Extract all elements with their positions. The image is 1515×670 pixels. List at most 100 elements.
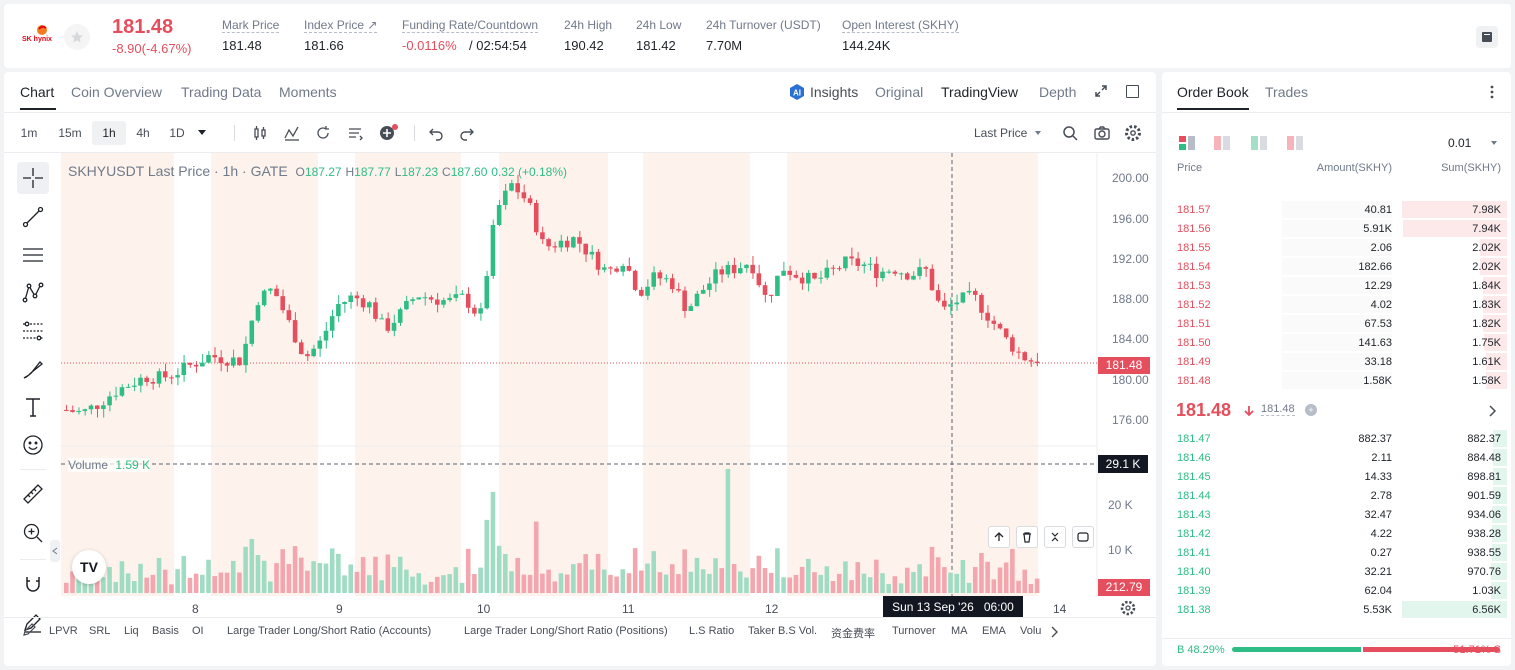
indicator-scroll-right-icon[interactable] [1050, 625, 1058, 643]
price-type-chevron-icon[interactable] [1035, 131, 1041, 135]
tab-original[interactable]: Original [875, 84, 924, 100]
open-interest-label[interactable]: Open Interest (SKHY) [842, 18, 959, 33]
notebook-icon[interactable] [1476, 26, 1498, 48]
brush-tool-icon[interactable] [17, 353, 49, 385]
expand-icon[interactable] [1094, 84, 1108, 103]
settings-gear-icon[interactable] [1125, 125, 1141, 146]
replay-icon[interactable] [315, 125, 331, 146]
indicator-taker-bs-vol[interactable]: Taker B.S Vol. [748, 625, 818, 637]
indicator-ma[interactable]: MA [951, 625, 968, 637]
indicator-basis[interactable]: Basis [152, 625, 179, 637]
indicator-volume[interactable]: Volu [1020, 625, 1042, 637]
indicator-srl[interactable]: SRL [89, 625, 111, 637]
bid-row[interactable]: 181.41 0.27 938.55 [1162, 543, 1511, 562]
timeframe-1m[interactable]: 1m [20, 126, 38, 140]
ask-row[interactable]: 181.54 182.66 2.02K [1162, 257, 1511, 276]
more-options-icon[interactable] [1490, 84, 1494, 105]
undo-icon[interactable] [428, 125, 444, 146]
indicator-funding-rate[interactable]: 资金费率 [831, 628, 875, 640]
ask-row[interactable]: 181.55 2.06 2.02K [1162, 238, 1511, 257]
index-price-label[interactable]: Index Price ↗ [304, 18, 378, 33]
indicator-ls-ratio[interactable]: L.S Ratio [689, 625, 735, 637]
move-pane-up-icon[interactable] [988, 526, 1010, 548]
ai-insights-icon[interactable]: AI [788, 83, 806, 101]
book-layout-bids-icon[interactable] [1213, 135, 1231, 156]
bid-row[interactable]: 181.40 32.21 970.76 [1162, 562, 1511, 581]
tab-tradingview[interactable]: TradingView [941, 84, 1019, 100]
indicator-liq[interactable]: Liq [124, 625, 139, 637]
expand-arrow-icon[interactable] [1488, 404, 1497, 422]
bid-row[interactable]: 181.46 2.11 884.48 [1162, 448, 1511, 467]
bid-row[interactable]: 181.44 2.78 901.59 [1162, 486, 1511, 505]
favorite-star-icon[interactable] [64, 24, 90, 50]
crosshair-tool-icon[interactable] [17, 162, 49, 194]
price-type-select[interactable]: Last Price [974, 126, 1028, 140]
indicator-pencil-icon[interactable] [22, 623, 36, 642]
precision-select[interactable]: 0.01 [1448, 136, 1472, 150]
book-layout-both-icon[interactable] [1178, 135, 1196, 156]
bid-row[interactable]: 181.43 32.47 934.06 [1162, 505, 1511, 524]
text-tool-icon[interactable] [17, 391, 49, 423]
horizontal-lines-tool-icon[interactable] [17, 239, 49, 271]
trend-line-tool-icon[interactable] [17, 201, 49, 233]
fib-tool-icon[interactable] [17, 315, 49, 347]
ask-row[interactable]: 181.56 5.91K 7.94K [1162, 219, 1511, 238]
emoji-tool-icon[interactable] [17, 429, 49, 461]
bid-row[interactable]: 181.38 5.53K 6.56K [1162, 600, 1511, 619]
tab-moments[interactable]: Moments [279, 84, 337, 100]
ask-row[interactable]: 181.51 67.53 1.82K [1162, 314, 1511, 333]
window-icon[interactable] [1126, 85, 1139, 98]
mark-price-label[interactable]: Mark Price [222, 18, 280, 33]
timeframe-dropdown-icon[interactable] [198, 130, 206, 135]
layout-icon[interactable] [347, 125, 363, 146]
indicators-icon[interactable] [284, 125, 300, 146]
candle-type-icon[interactable] [252, 125, 268, 146]
indicator-lt-ratio-accounts[interactable]: Large Trader Long/Short Ratio (Accounts) [227, 625, 432, 637]
add-indicator-icon[interactable] [379, 124, 399, 147]
tab-order-book[interactable]: Order Book [1177, 84, 1249, 100]
timeframe-1h[interactable]: 1h [92, 121, 126, 145]
collapse-toolbar-icon[interactable] [50, 540, 60, 562]
tab-trading-data[interactable]: Trading Data [181, 84, 262, 100]
pattern-tool-icon[interactable] [17, 277, 49, 309]
indicator-oi[interactable]: OI [192, 625, 204, 637]
tab-trades[interactable]: Trades [1265, 84, 1309, 100]
tab-depth[interactable]: Depth [1039, 84, 1077, 100]
indicator-turnover[interactable]: Turnover [892, 625, 936, 637]
ask-row[interactable]: 181.50 141.63 1.75K [1162, 333, 1511, 352]
timeframe-1d[interactable]: 1D [169, 126, 185, 140]
zoom-tool-icon[interactable] [17, 517, 49, 549]
tab-chart[interactable]: Chart [20, 84, 55, 100]
precision-chevron-icon[interactable] [1491, 141, 1497, 145]
collapse-pane-icon[interactable] [1044, 526, 1066, 548]
ask-row[interactable]: 181.53 12.29 1.84K [1162, 276, 1511, 295]
maximize-pane-icon[interactable] [1072, 526, 1094, 548]
indicator-lt-ratio-positions[interactable]: Large Trader Long/Short Ratio (Positions… [464, 625, 668, 637]
bid-row[interactable]: 181.42 4.22 938.28 [1162, 524, 1511, 543]
indicator-lpvr[interactable]: LPVR [49, 625, 78, 637]
price-chart[interactable] [4, 72, 1156, 666]
funding-rate-label[interactable]: Funding Rate/Countdown [402, 18, 539, 33]
search-icon[interactable] [1062, 125, 1078, 146]
ask-row[interactable]: 181.52 4.02 1.83K [1162, 295, 1511, 314]
redo-icon[interactable] [459, 125, 475, 146]
mark-info-icon[interactable]: + [1305, 404, 1317, 416]
chart-settings-icon[interactable] [1120, 600, 1136, 621]
bid-row[interactable]: 181.47 882.37 882.37 [1162, 429, 1511, 448]
book-layout-asks-icon[interactable] [1250, 135, 1268, 156]
ruler-tool-icon[interactable] [17, 478, 49, 510]
bid-row[interactable]: 181.45 14.33 898.81 [1162, 467, 1511, 486]
timeframe-4h[interactable]: 4h [136, 126, 150, 140]
mid-mark-price[interactable]: 181.48 [1261, 403, 1295, 416]
magnet-tool-icon[interactable] [17, 568, 49, 600]
bid-row[interactable]: 181.39 62.04 1.03K [1162, 581, 1511, 600]
insights-button[interactable]: Insights [810, 84, 859, 100]
timeframe-15m[interactable]: 15m [58, 126, 82, 140]
delete-pane-icon[interactable] [1016, 526, 1038, 548]
ask-row[interactable]: 181.48 1.58K 1.58K [1162, 371, 1511, 390]
ask-row[interactable]: 181.49 33.18 1.61K [1162, 352, 1511, 371]
ask-row[interactable]: 181.57 40.81 7.98K [1162, 200, 1511, 219]
tab-coin-overview[interactable]: Coin Overview [71, 84, 163, 100]
camera-icon[interactable] [1094, 125, 1110, 146]
book-layout-depth-icon[interactable] [1286, 135, 1304, 156]
